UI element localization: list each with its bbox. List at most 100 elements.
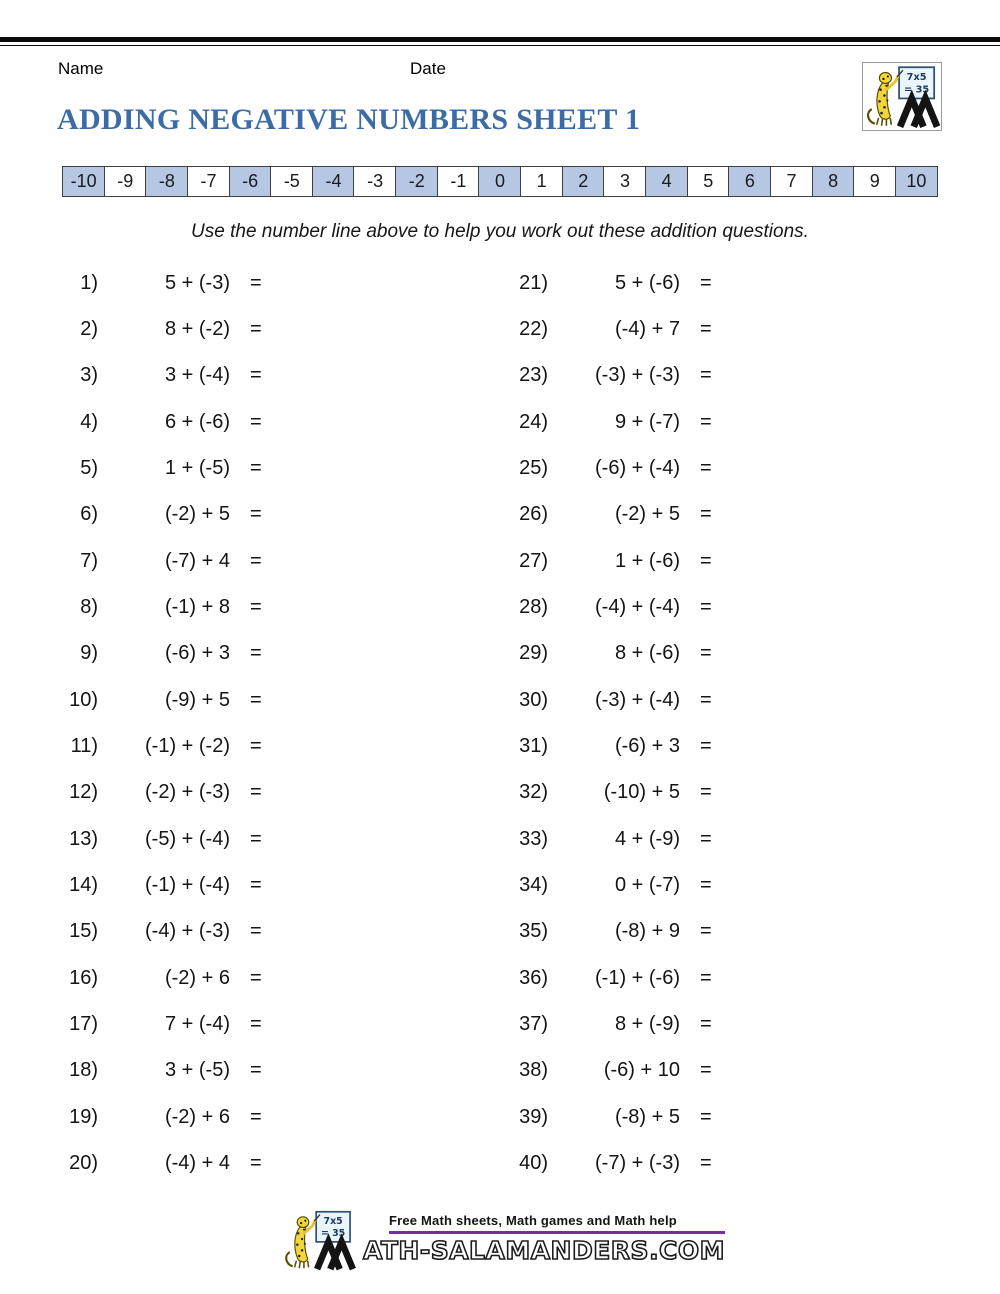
question-row: 12) (-2) + (-3) = <box>40 770 262 816</box>
question-number: 29) <box>519 642 548 665</box>
equals-sign: = <box>250 642 262 665</box>
number-line-cell: -8 <box>145 166 189 197</box>
equals-sign: = <box>250 456 262 479</box>
question-expression: (-1) + 8 <box>164 595 230 618</box>
site-wordmark-text: ATH-SALAMANDERS.COM <box>362 1236 726 1265</box>
question-number: 12) <box>69 781 98 804</box>
equals-sign: = <box>250 271 262 294</box>
name-label: Name <box>58 59 104 78</box>
equals-sign: = <box>700 1105 712 1128</box>
question-number: 13) <box>69 827 98 850</box>
question-expression: (-3) + (-4) <box>595 688 680 711</box>
number-line-cell: 9 <box>853 166 897 197</box>
question-row: 16) (-2) + 6 = <box>40 955 262 1001</box>
question-number: 36) <box>519 966 548 989</box>
question-expression: 1 + (-6) <box>614 549 680 572</box>
equals-sign: = <box>700 1151 712 1174</box>
sign-line2: = 35 <box>904 85 929 96</box>
number-line-cell: 3 <box>603 166 647 197</box>
question-number: 25) <box>519 456 548 479</box>
questions-right-column: 21) 5 + (-6) = 22) (-4) + 7 = 23) (-3) + (-3) = 2… <box>490 260 712 1187</box>
question-expression: (-10) + 5 <box>603 781 680 804</box>
question-expression: 6 + (-6) <box>164 410 230 433</box>
multiplication-sign-icon: 7x5 = 35 <box>898 66 936 100</box>
question-row: 2) 8 + (-2) = <box>40 306 261 352</box>
question-row: 31) (-6) + 3 = <box>490 723 712 769</box>
question-row: 6) (-2) + 5 = <box>40 492 262 538</box>
question-number: 22) <box>519 317 548 340</box>
question-row: 19) (-2) + 6 = <box>40 1094 262 1140</box>
footer-tagline: Free Math sheets, Math games and Math he… <box>388 1213 726 1234</box>
equals-sign: = <box>250 781 262 804</box>
question-expression: 8 + (-2) <box>164 317 230 340</box>
equals-sign: = <box>250 595 262 618</box>
question-expression: 8 + (-9) <box>614 1012 680 1035</box>
question-expression: (-2) + 6 <box>164 966 230 989</box>
equals-sign: = <box>700 966 712 989</box>
equals-sign: = <box>250 827 262 850</box>
equals-sign: = <box>700 549 712 572</box>
equals-sign: = <box>700 920 712 943</box>
question-row: 15) (-4) + (-3) = <box>40 909 262 955</box>
question-expression: (-8) + 9 <box>614 920 680 943</box>
salamander-mascot-icon <box>867 69 904 126</box>
equals-sign: = <box>700 364 712 387</box>
question-expression: (-2) + 5 <box>164 503 230 526</box>
number-line-cell: -9 <box>103 166 147 197</box>
number-line-cell: 4 <box>644 166 689 197</box>
number-line-cell: 10 <box>894 166 939 197</box>
equals-sign: = <box>250 920 262 943</box>
question-row: 37) 8 + (-9) = <box>490 1001 712 1047</box>
footer-text-block: Free Math sheets, Math games and Math he… <box>362 1208 726 1265</box>
top-rule-thick <box>0 37 1000 42</box>
question-number: 6) <box>80 503 98 526</box>
question-expression: 9 + (-7) <box>614 410 680 433</box>
question-row: 21) 5 + (-6) = <box>490 260 712 306</box>
equals-sign: = <box>250 503 262 526</box>
question-expression: (-8) + 5 <box>614 1105 680 1128</box>
question-expression: (-1) + (-6) <box>595 966 680 989</box>
question-row: 13) (-5) + (-4) = <box>40 816 262 862</box>
question-number: 2) <box>80 317 98 340</box>
question-expression: (-9) + 5 <box>164 688 230 711</box>
question-expression: (-4) + (-3) <box>145 920 230 943</box>
equals-sign: = <box>700 827 712 850</box>
number-line-cell: -10 <box>62 166 106 197</box>
question-number: 9) <box>80 642 98 665</box>
question-number: 24) <box>519 410 548 433</box>
question-row: 28) (-4) + (-4) = <box>490 584 712 630</box>
question-expression: (-4) + 7 <box>614 317 680 340</box>
equals-sign: = <box>700 642 712 665</box>
question-number: 40) <box>519 1151 548 1174</box>
equals-sign: = <box>250 1059 262 1082</box>
question-number: 3) <box>80 364 98 387</box>
question-number: 15) <box>69 920 98 943</box>
question-row: 22) (-4) + 7 = <box>490 306 712 352</box>
number-line-cell: -7 <box>186 166 231 197</box>
math-salamanders-logo-icon: 7x5 = 35 <box>867 66 941 129</box>
question-number: 30) <box>519 688 548 711</box>
question-number: 5) <box>80 456 98 479</box>
equals-sign: = <box>700 873 712 896</box>
question-row: 33) 4 + (-9) = <box>490 816 712 862</box>
question-expression: 7 + (-4) <box>164 1012 230 1035</box>
brand-logo: 7x5 = 35 <box>862 62 942 131</box>
question-number: 14) <box>69 873 98 896</box>
question-row: 9) (-6) + 3 = <box>40 631 262 677</box>
question-number: 34) <box>519 873 548 896</box>
question-row: 5) 1 + (-5) = <box>40 445 262 491</box>
number-line: -10 -9 -8 -7 -6 -5 -4 -3 -2 -1 0 1 2 3 4 5 6 7 8 9 10 <box>62 166 939 197</box>
question-row: 7) (-7) + 4 = <box>40 538 261 584</box>
number-line-cell: 5 <box>686 166 730 197</box>
question-row: 27) 1 + (-6) = <box>490 538 712 584</box>
sign-line1: 7x5 <box>907 72 927 83</box>
question-number: 23) <box>519 364 548 387</box>
question-row: 35) (-8) + 9 = <box>490 909 712 955</box>
question-row: 26) (-2) + 5 = <box>490 492 712 538</box>
question-number: 8) <box>80 595 98 618</box>
question-number: 35) <box>519 920 548 943</box>
question-number: 37) <box>519 1012 548 1035</box>
question-number: 7) <box>80 549 98 572</box>
equals-sign: = <box>700 734 712 757</box>
